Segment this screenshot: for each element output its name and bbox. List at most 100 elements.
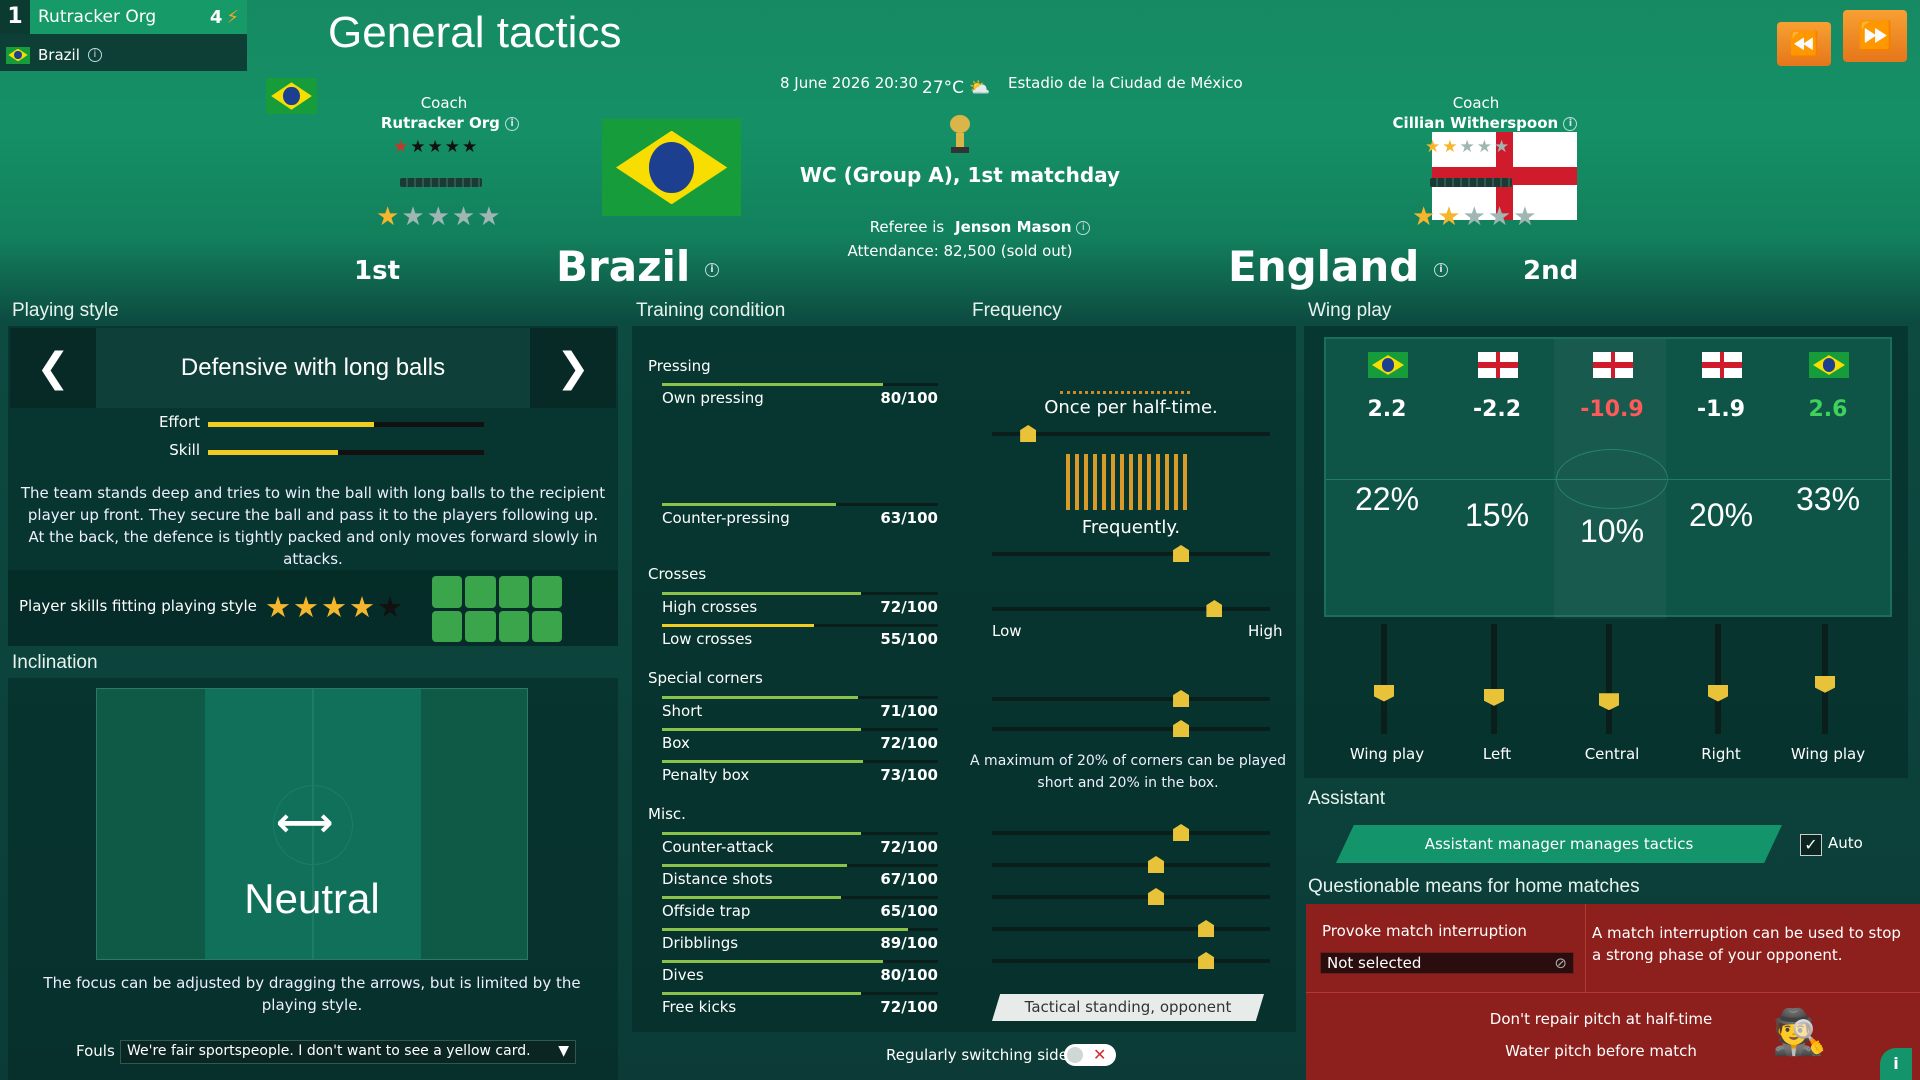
- wing-percentage: 33%: [1795, 481, 1861, 517]
- frequency-slider[interactable]: [992, 600, 1270, 617]
- training-bar: [662, 864, 938, 867]
- switch-sides-toggle[interactable]: ✕: [1064, 1044, 1116, 1066]
- water-pitch-item[interactable]: Water pitch before match: [1505, 1042, 1697, 1060]
- home-position: 1st: [354, 256, 400, 286]
- back-button[interactable]: ⏪: [1777, 22, 1831, 66]
- slider-thumb[interactable]: [1708, 684, 1728, 702]
- drag-arrows-icon[interactable]: ⟷: [276, 800, 334, 846]
- training-bar-fill: [662, 928, 908, 931]
- frequency-slider[interactable]: [992, 952, 1270, 969]
- slider-thumb[interactable]: [1198, 952, 1215, 969]
- training-bar: [662, 896, 938, 899]
- slider-thumb[interactable]: [1148, 856, 1165, 873]
- section-assistant: Assistant: [1308, 788, 1386, 809]
- slider-thumb[interactable]: [1198, 920, 1215, 937]
- home-team-stars: ★★★★★: [376, 202, 503, 232]
- trophy-icon: [948, 115, 972, 157]
- slider-thumb[interactable]: [1173, 690, 1190, 707]
- info-icon[interactable]: i: [505, 116, 520, 131]
- training-label: Free kicks: [662, 998, 737, 1016]
- wing-slider[interactable]: [1708, 624, 1728, 734]
- away-form-bar: [1430, 178, 1512, 187]
- panel-divider: [1306, 992, 1920, 993]
- home-coach: Rutracker Org: [380, 114, 500, 132]
- forbidden-icon: ⊘: [1554, 954, 1567, 972]
- training-bar-fill: [662, 696, 858, 699]
- training-value: 72/100: [880, 998, 938, 1016]
- info-corner-button[interactable]: i: [1880, 1048, 1912, 1080]
- prev-style-button[interactable]: ❮: [10, 328, 96, 408]
- panel-divider: [1585, 904, 1586, 992]
- training-bar-fill: [662, 832, 861, 835]
- provoke-description: A match interruption can be used to stop…: [1592, 924, 1901, 964]
- training-bar: [662, 992, 938, 995]
- training-bar: [662, 832, 938, 835]
- training-bar-fill: [662, 592, 861, 595]
- switch-sides-label: Regularly switching sides: [886, 1046, 1076, 1064]
- info-icon[interactable]: i: [87, 48, 102, 62]
- training-label: Penalty box: [662, 766, 750, 784]
- frequency-slider[interactable]: [992, 690, 1270, 707]
- training-label: Counter-attack: [662, 838, 774, 856]
- frequency-slider[interactable]: [992, 545, 1270, 562]
- slider-thumb[interactable]: [1599, 693, 1619, 711]
- section-playing-style: Playing style: [12, 300, 119, 321]
- training-bar-fill: [662, 728, 861, 731]
- tactical-standing-button[interactable]: Tactical standing, opponent: [992, 994, 1264, 1021]
- away-coach: Cillian Witherspoon: [1392, 114, 1559, 132]
- inclination-pitch[interactable]: [96, 688, 528, 960]
- england-flag-icon: [1478, 352, 1518, 378]
- inclination-value: Neutral: [244, 875, 380, 922]
- wing-slider[interactable]: [1599, 624, 1619, 734]
- frequency-slider[interactable]: [992, 856, 1270, 873]
- slider-thumb[interactable]: [1020, 425, 1037, 442]
- high-label: High: [1248, 622, 1283, 640]
- info-icon[interactable]: i: [1076, 220, 1091, 235]
- wing-slider[interactable]: [1484, 624, 1504, 734]
- frequency-slider[interactable]: [992, 824, 1270, 841]
- away-coach-label: Coach: [1452, 94, 1500, 112]
- slider-thumb[interactable]: [1374, 684, 1394, 702]
- fouls-dropdown[interactable]: We're fair sportspeople. I don't want to…: [120, 1040, 576, 1064]
- group-special-corners: Special corners: [648, 669, 763, 687]
- frequency-slider[interactable]: [992, 720, 1270, 737]
- brazil-flag-icon: [6, 46, 30, 64]
- wing-label: Left: [1482, 745, 1512, 763]
- continue-button[interactable]: ⏩: [1843, 10, 1907, 62]
- away-team: England: [1228, 242, 1420, 291]
- training-bar: [662, 592, 938, 595]
- frequency-slider[interactable]: [992, 425, 1270, 442]
- slider-thumb[interactable]: [1173, 824, 1190, 841]
- frequency-slider[interactable]: [992, 920, 1270, 937]
- wing-slider[interactable]: [1815, 624, 1835, 734]
- next-style-button[interactable]: ❯: [529, 328, 616, 408]
- slider-thumb[interactable]: [1173, 545, 1190, 562]
- wing-slider[interactable]: [1374, 624, 1394, 734]
- brazil-flag-icon: [602, 119, 742, 216]
- training-value: 89/100: [880, 934, 938, 952]
- wing-rating: -2.2: [1472, 397, 1522, 422]
- slider-thumb[interactable]: [1206, 600, 1223, 617]
- section-wing-play: Wing play: [1308, 300, 1392, 321]
- frequency-slider[interactable]: [992, 888, 1270, 905]
- provoke-dropdown[interactable]: Not selected ⊘: [1320, 952, 1574, 974]
- slider-thumb[interactable]: [1148, 888, 1165, 905]
- manager-points: 4: [209, 6, 223, 28]
- info-icon[interactable]: i: [1433, 262, 1448, 277]
- training-label: Distance shots: [662, 870, 773, 888]
- info-icon[interactable]: i: [1563, 116, 1578, 131]
- freq-counter-text: Frequently.: [1081, 517, 1181, 538]
- training-row: Distance shots 67/100: [662, 870, 938, 888]
- slider-thumb[interactable]: [1484, 688, 1504, 706]
- manager-row[interactable]: 1 Rutracker Org 4 ⚡: [0, 0, 247, 34]
- manager-team-row[interactable]: Brazil i: [0, 40, 247, 70]
- training-value: 72/100: [880, 734, 938, 752]
- away-team-name: England i: [1228, 242, 1448, 291]
- slider-thumb[interactable]: [1815, 675, 1835, 693]
- training-label: Offside trap: [662, 902, 751, 920]
- slider-thumb[interactable]: [1173, 720, 1190, 737]
- assistant-button[interactable]: Assistant manager manages tactics: [1336, 825, 1782, 863]
- info-icon[interactable]: i: [704, 262, 719, 277]
- auto-checkbox[interactable]: ✓: [1800, 834, 1822, 856]
- repair-pitch-item[interactable]: Don't repair pitch at half-time: [1489, 1010, 1713, 1028]
